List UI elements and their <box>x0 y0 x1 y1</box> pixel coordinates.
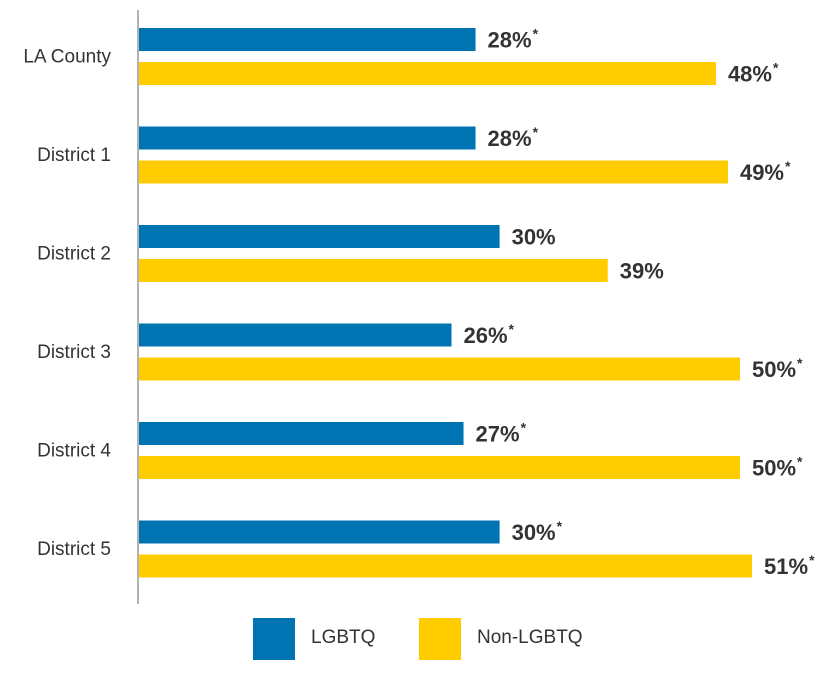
legend-swatch-non-lgbtq <box>419 618 461 660</box>
bar-non-lgbtq-la-county <box>139 62 716 85</box>
value-label-non-lgbtq-district-5: 51%* <box>764 552 815 579</box>
value-label-non-lgbtq-district-4: 50%* <box>752 454 803 481</box>
value-label-lgbtq-district-4: 27%* <box>476 420 527 447</box>
bar-lgbtq-district-4 <box>139 422 464 445</box>
bar-non-lgbtq-district-5 <box>139 554 752 578</box>
legend: LGBTQ Non-LGBTQ <box>0 614 828 664</box>
legend-swatch-lgbtq <box>253 618 295 660</box>
bars <box>139 28 752 578</box>
bar-non-lgbtq-district-1 <box>139 160 728 184</box>
category-label-district-5: District 5 <box>37 539 111 560</box>
category-labels: LA County District 1 District 2 District 3 D… <box>23 47 111 561</box>
value-label-non-lgbtq-district-2: 39% <box>620 259 664 284</box>
value-labels: 28%* 48%* 28%* 49%* 30% 39% 26%* 50%* 27%* 50%* 30… <box>464 26 816 580</box>
value-label-lgbtq-district-1: 28%* <box>488 124 539 151</box>
bar-lgbtq-district-2 <box>139 225 500 248</box>
value-label-non-lgbtq-la-county: 48%* <box>728 60 779 87</box>
legend-label-lgbtq: LGBTQ <box>311 627 376 648</box>
category-label-district-3: District 3 <box>37 342 111 363</box>
value-label-lgbtq-la-county: 28%* <box>488 26 539 53</box>
value-label-lgbtq-district-5: 30%* <box>512 518 563 545</box>
value-label-lgbtq-district-2: 30% <box>512 225 556 250</box>
bar-lgbtq-district-3 <box>139 323 452 347</box>
bar-chart: LA County District 1 District 2 District 3 D… <box>23 10 816 604</box>
category-label-district-4: District 4 <box>37 441 111 462</box>
value-label-lgbtq-district-3: 26%* <box>464 321 515 348</box>
bar-non-lgbtq-district-2 <box>139 259 608 282</box>
category-label-la-county: LA County <box>23 47 111 68</box>
bar-non-lgbtq-district-4 <box>139 456 740 479</box>
legend-label-non-lgbtq: Non-LGBTQ <box>477 627 583 648</box>
bar-lgbtq-la-county <box>139 28 476 51</box>
value-label-non-lgbtq-district-3: 50%* <box>752 355 803 382</box>
category-label-district-2: District 2 <box>37 244 111 265</box>
bar-lgbtq-district-5 <box>139 520 500 544</box>
value-label-non-lgbtq-district-1: 49%* <box>740 158 791 185</box>
bar-lgbtq-district-1 <box>139 126 476 150</box>
bar-non-lgbtq-district-3 <box>139 357 740 381</box>
category-label-district-1: District 1 <box>37 145 111 166</box>
